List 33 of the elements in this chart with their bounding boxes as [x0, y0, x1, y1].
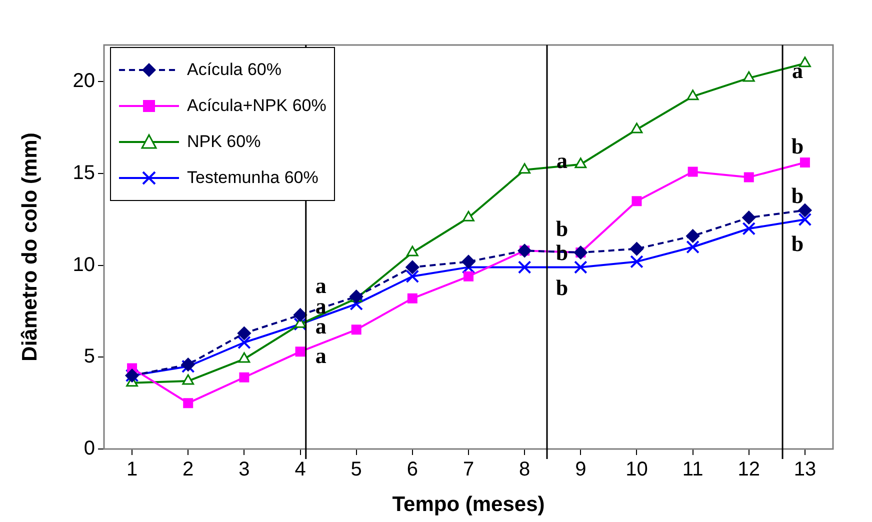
- legend-label: Acícula 60%: [187, 60, 282, 80]
- annotation: b: [791, 183, 804, 208]
- x-tick-label: 7: [462, 458, 474, 481]
- annotation: b: [556, 216, 568, 242]
- annotation: b: [791, 134, 804, 159]
- x-tick-label: 12: [738, 458, 760, 481]
- annotation: a: [315, 313, 326, 338]
- y-tick-label: 5: [84, 346, 95, 368]
- annotation: b: [791, 230, 804, 256]
- x-tick-label: 11: [682, 458, 704, 481]
- x-tick-label: 1: [126, 458, 138, 481]
- y-tick-label: 10: [72, 254, 95, 276]
- annotation: a: [315, 342, 326, 368]
- x-tick-label: 6: [406, 458, 418, 481]
- y-tick-label: 0: [84, 438, 95, 460]
- x-tick-label: 13: [794, 458, 816, 481]
- x-tick-label: 5: [350, 458, 362, 481]
- x-tick-label: 4: [294, 458, 306, 481]
- y-tick-label: 15: [72, 162, 95, 184]
- x-tick-label: 2: [182, 458, 194, 481]
- annotation: b: [556, 274, 568, 300]
- x-tick-label: 10: [626, 458, 648, 481]
- y-axis-title: Diâmetro do colo (mm): [18, 132, 42, 362]
- legend-label: Acícula+NPK 60%: [187, 96, 326, 116]
- x-tick-label: 9: [575, 458, 586, 481]
- annotation: a: [792, 58, 804, 84]
- y-tick-label: 20: [72, 70, 95, 92]
- x-tick-label: 8: [519, 458, 530, 481]
- x-axis-title: Tempo (meses): [392, 493, 545, 516]
- legend-label: Testemunha 60%: [187, 168, 318, 188]
- annotation: a: [315, 273, 326, 298]
- legend-label: NPK 60%: [187, 132, 261, 152]
- x-tick-label: 3: [238, 458, 250, 481]
